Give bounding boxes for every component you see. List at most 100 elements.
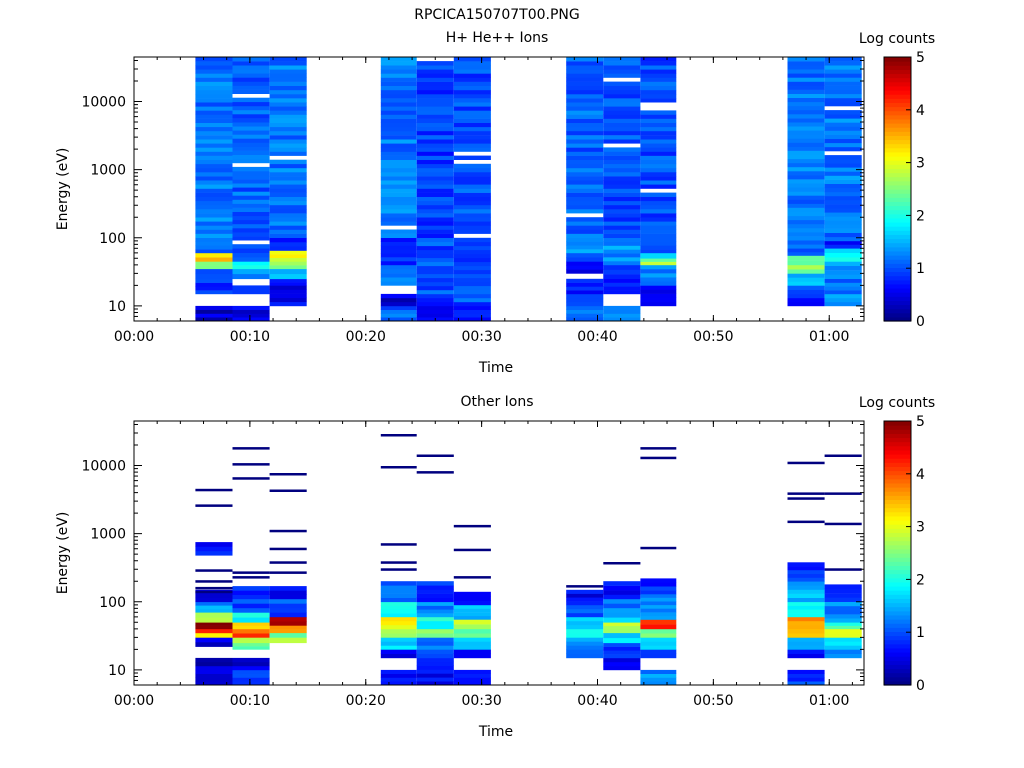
spectrogram-cell (787, 289, 825, 295)
spectrogram-cell (380, 273, 417, 278)
spectrogram-cell (824, 155, 862, 160)
spectrogram-cell (416, 135, 454, 140)
colorbar-tick-label: 4 (916, 467, 925, 483)
spectrogram-cell (787, 653, 825, 659)
spectrogram-cell (195, 188, 233, 193)
colorbar-segment (884, 164, 911, 169)
spectrogram-cell (453, 596, 491, 601)
spectrogram-cell (232, 677, 270, 682)
spectrogram-cell (640, 597, 677, 602)
x-tick-label: 01:00 (809, 693, 849, 709)
spectrogram-cell (380, 466, 417, 469)
spectrogram-cell (232, 603, 270, 609)
spectrogram-cell (453, 225, 491, 230)
spectrogram-cell (603, 607, 641, 613)
x-tick-label: 00:10 (230, 693, 270, 709)
spectrogram-cell (453, 81, 491, 86)
colorbar-segment (884, 590, 911, 595)
spectrogram-cell (640, 126, 677, 132)
spectrogram-cell (603, 122, 641, 128)
spectrogram-cell (603, 274, 641, 279)
spectrogram-cell (453, 249, 491, 255)
spectrogram-cell (824, 224, 862, 229)
spectrogram-cell (603, 130, 641, 136)
colorbar-segment (884, 110, 911, 116)
spectrogram-cell (603, 309, 641, 314)
spectrogram-cell (380, 613, 417, 618)
spectrogram-cell (269, 98, 307, 103)
spectrogram-cell (416, 94, 454, 99)
spectrogram-cell (195, 673, 233, 678)
spectrogram-cell (603, 249, 641, 254)
colorbar-segment (884, 217, 911, 223)
spectrogram-cell (269, 229, 307, 234)
spectrogram-cell (787, 232, 825, 237)
spectrogram-cell (380, 677, 417, 682)
spectrogram-cell (269, 159, 307, 165)
colorbar-segment (884, 172, 911, 178)
colorbar-tick-label: 4 (916, 103, 925, 119)
spectrogram-cell (640, 281, 677, 286)
colorbar-segment (884, 429, 911, 434)
y-axis-label: Energy (eV) (55, 512, 71, 595)
spectrogram-cell (416, 184, 454, 189)
spectrogram-cell (603, 237, 641, 242)
colorbar-segment (884, 474, 911, 480)
spectrogram-cell (824, 593, 862, 598)
spectrogram-cell (566, 249, 604, 254)
spectrogram-cell (603, 57, 641, 62)
spectrogram-cell (824, 183, 862, 189)
spectrogram-cell (787, 134, 825, 139)
spectrogram-cell (232, 661, 270, 667)
spectrogram-cell (232, 628, 270, 634)
spectrogram-cell (195, 313, 233, 318)
spectrogram-cell (416, 661, 454, 666)
spectrogram-cell (195, 126, 233, 132)
spectrogram-cell (603, 650, 641, 655)
spectrogram-cell (269, 233, 307, 238)
colorbar-segment (884, 586, 911, 591)
colorbar-segment (884, 647, 911, 653)
spectrogram-cell (416, 213, 454, 218)
spectrogram-cell (824, 159, 862, 164)
spectrogram-cell (232, 179, 270, 184)
spectrogram-cell (566, 151, 604, 156)
colorbar-segment (884, 557, 911, 562)
spectrogram-cell (824, 101, 862, 107)
spectrogram-cell (640, 217, 677, 222)
spectrogram-cell (603, 110, 641, 115)
spectrogram-cell (269, 135, 307, 140)
spectrogram-cell (416, 677, 454, 682)
spectrogram-cell (640, 245, 677, 250)
spectrogram-cell (232, 637, 270, 644)
spectrogram-cell (787, 264, 825, 270)
colorbar-segment (884, 482, 911, 488)
spectrogram-cell (416, 147, 454, 152)
spectrogram-cell (416, 196, 454, 202)
spectrogram-cell (566, 102, 604, 107)
spectrogram-cell (269, 282, 307, 286)
spectrogram-cell (453, 192, 491, 197)
spectrogram-cell (380, 143, 417, 148)
spectrogram-cell (269, 122, 307, 128)
spectrogram-cell (232, 252, 270, 258)
spectrogram-cell (232, 150, 270, 155)
spectrogram-cell (232, 175, 270, 180)
spectrogram-cell (380, 114, 417, 119)
spectrogram-cell (603, 229, 641, 234)
spectrogram-cell (603, 69, 641, 74)
spectrogram-cell (603, 590, 641, 595)
y-tick-label: 10000 (81, 95, 126, 111)
spectrogram-cell (566, 257, 604, 262)
spectrogram-cell (824, 614, 862, 619)
spectrogram-cell (416, 581, 454, 586)
spectrogram-cell (787, 269, 825, 274)
colorbar-segment (884, 201, 911, 207)
spectrogram-cell (380, 585, 417, 590)
colorbar-segment (884, 73, 911, 79)
spectrogram-cell (380, 543, 417, 546)
spectrogram-cell (787, 569, 825, 574)
spectrogram-cell (640, 69, 677, 74)
spectrogram-cell (195, 85, 233, 91)
spectrogram-cell (566, 297, 604, 303)
